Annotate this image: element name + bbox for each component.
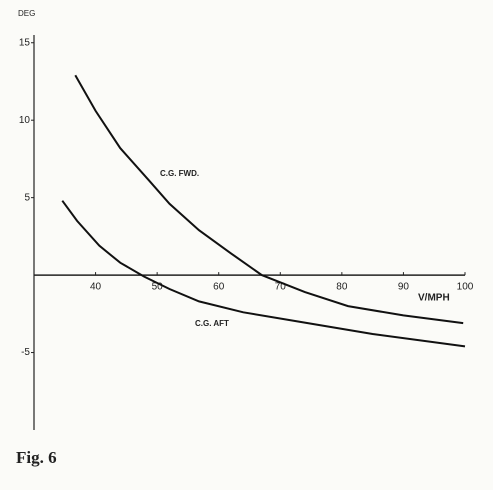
y-tick-label: 5 <box>24 192 30 203</box>
x-axis-label: V/MPH <box>418 293 450 304</box>
caption: Fig. 6 <box>16 448 57 467</box>
curve <box>61 200 466 348</box>
annotation: C.G. FWD. <box>160 169 199 178</box>
y-axis-label: DEG <box>18 9 35 18</box>
x-tick-label: 40 <box>90 282 102 293</box>
x-tick-label: 80 <box>336 282 348 293</box>
curve <box>74 74 464 325</box>
x-tick-label: 100 <box>457 282 474 293</box>
y-tick-label: -5 <box>21 347 30 358</box>
y-tick-label: 15 <box>19 37 31 48</box>
x-tick-label: 90 <box>398 282 410 293</box>
annotation: C.G. AFT <box>195 319 229 328</box>
x-tick-label: 60 <box>213 282 225 293</box>
y-tick-label: 10 <box>19 115 31 126</box>
x-tick-label: 50 <box>152 282 164 293</box>
x-tick-label: 70 <box>275 282 287 293</box>
